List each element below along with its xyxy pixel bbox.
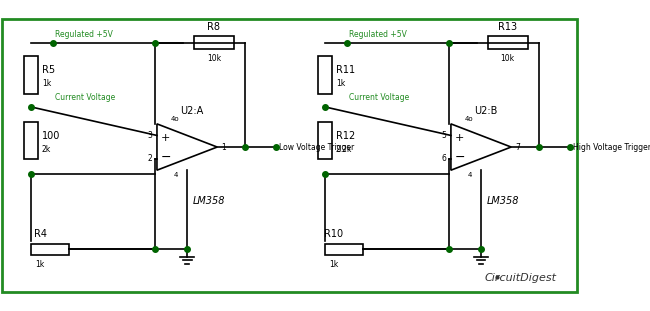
Text: 1k: 1k bbox=[330, 260, 339, 269]
Bar bbox=[318, 122, 332, 159]
Text: 1k: 1k bbox=[336, 79, 345, 88]
Bar bbox=[25, 122, 38, 159]
Text: 2: 2 bbox=[148, 154, 153, 163]
Text: 10k: 10k bbox=[207, 53, 221, 63]
Text: +: + bbox=[455, 133, 465, 143]
Text: 4o: 4o bbox=[171, 116, 180, 122]
Text: High Voltage Trigger: High Voltage Trigger bbox=[573, 142, 650, 151]
Text: R11: R11 bbox=[336, 65, 355, 76]
Text: R12: R12 bbox=[336, 131, 355, 141]
Text: U2:B: U2:B bbox=[474, 106, 497, 116]
Bar bbox=[325, 244, 363, 255]
Bar bbox=[194, 36, 234, 49]
Text: 1k: 1k bbox=[36, 260, 45, 269]
Text: CircuitDigest: CircuitDigest bbox=[485, 273, 557, 283]
Text: R4: R4 bbox=[34, 229, 47, 239]
Polygon shape bbox=[451, 124, 511, 170]
Bar bbox=[31, 244, 69, 255]
Text: −: − bbox=[161, 151, 171, 164]
Text: Low Voltage Trigger: Low Voltage Trigger bbox=[279, 142, 354, 151]
Text: Current Voltage: Current Voltage bbox=[55, 94, 115, 103]
Text: 2k: 2k bbox=[42, 145, 51, 154]
Text: U2:A: U2:A bbox=[180, 106, 203, 116]
Text: 6: 6 bbox=[441, 154, 447, 163]
Text: R13: R13 bbox=[498, 22, 517, 32]
Text: 100: 100 bbox=[42, 131, 60, 141]
Bar bbox=[25, 56, 38, 94]
Text: 4: 4 bbox=[174, 172, 177, 178]
Text: 10k: 10k bbox=[500, 53, 515, 63]
Polygon shape bbox=[157, 124, 217, 170]
Text: LM358: LM358 bbox=[487, 196, 519, 206]
Text: LM358: LM358 bbox=[193, 196, 226, 206]
Text: Current Voltage: Current Voltage bbox=[349, 94, 410, 103]
Text: +: + bbox=[161, 133, 170, 143]
Bar bbox=[488, 36, 528, 49]
Text: R5: R5 bbox=[42, 65, 55, 76]
Text: Regulated +5V: Regulated +5V bbox=[55, 30, 113, 39]
Text: 7: 7 bbox=[515, 142, 521, 151]
Text: −: − bbox=[454, 151, 465, 164]
Text: 2.2k: 2.2k bbox=[336, 145, 352, 154]
Bar bbox=[318, 56, 332, 94]
Text: 4: 4 bbox=[467, 172, 472, 178]
Text: 1k: 1k bbox=[42, 79, 51, 88]
Text: 4o: 4o bbox=[465, 116, 474, 122]
Text: 3: 3 bbox=[148, 131, 153, 140]
Text: R10: R10 bbox=[324, 229, 344, 239]
Text: R8: R8 bbox=[207, 22, 220, 32]
Text: 5: 5 bbox=[441, 131, 447, 140]
Text: Regulated +5V: Regulated +5V bbox=[349, 30, 407, 39]
Text: 1: 1 bbox=[222, 142, 226, 151]
